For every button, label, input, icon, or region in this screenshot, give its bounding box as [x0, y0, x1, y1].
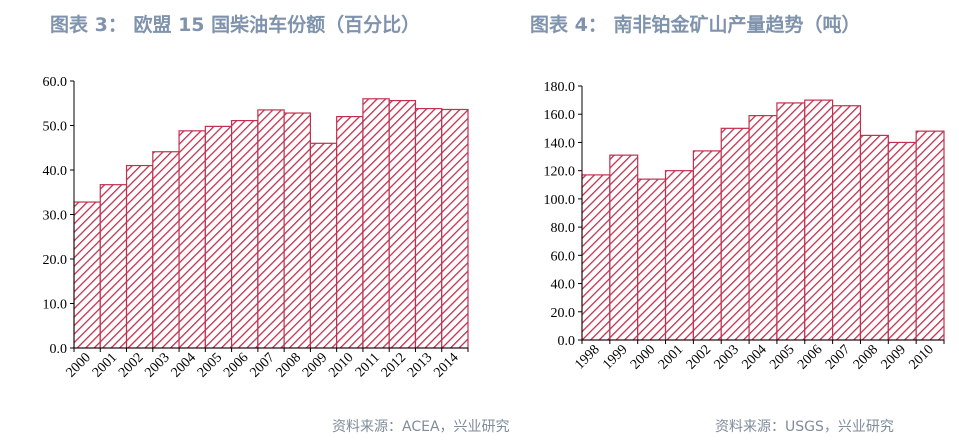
x-tick-label: 2004 — [169, 350, 199, 380]
chart-title: 图表 3： 欧盟 15 国柴油车份额（百分比） — [50, 14, 421, 36]
bar-2001 — [99, 184, 128, 349]
x-tick-label: 2005 — [767, 342, 797, 372]
bar-2005 — [776, 102, 806, 341]
x-tick-label: 2007 — [247, 350, 277, 380]
x-tick-label: 2013 — [405, 350, 435, 380]
bar-2007 — [257, 109, 285, 349]
x-tick-label: 2012 — [379, 350, 409, 380]
bar-2009 — [887, 141, 917, 341]
y-tick-label: 0.0 — [558, 334, 576, 349]
x-tick-label: 2002 — [116, 350, 146, 380]
x-tick-label: 2009 — [879, 342, 909, 372]
y-tick-label: 50.0 — [43, 120, 68, 135]
bar-2004 — [748, 115, 778, 341]
bar-2002 — [125, 164, 154, 349]
bar-2006 — [804, 99, 834, 341]
y-tick-label: 0.0 — [50, 342, 68, 357]
bar-2013 — [414, 107, 443, 349]
y-tick-label: 100.0 — [544, 193, 576, 208]
chart-panel-left: 图表 3： 欧盟 15 国柴油车份额（百分比） 0.0 10.0 20.0 30.0 4… — [43, 14, 510, 435]
y-tick-label: 40.0 — [43, 164, 68, 179]
x-tick-label: 2000 — [64, 350, 94, 380]
x-tick-label: 2008 — [274, 350, 304, 380]
bar-2005 — [204, 125, 233, 349]
x-tick-label: 1999 — [600, 342, 630, 372]
bar-2010 — [336, 115, 364, 349]
bar-2007 — [832, 105, 862, 341]
x-tick-label: 2005 — [195, 350, 225, 380]
x-tick-label: 2002 — [684, 342, 714, 372]
bar-1999 — [609, 154, 639, 341]
chart-title: 图表 4： 南非铂金矿山产量趋势（吨） — [530, 14, 861, 36]
bar-2014 — [441, 108, 469, 349]
chart-panel-right: 图表 4： 南非铂金矿山产量趋势（吨） 0.0 20.0 40.0 60.0 80.0 1… — [480, 0, 959, 443]
y-tick-label: 120.0 — [544, 165, 576, 180]
diesel-share-bar-chart: 0.010.020.030.040.050.060.02000200120022… — [43, 75, 469, 381]
bar-2009 — [309, 142, 338, 349]
x-tick-label: 2007 — [823, 342, 853, 372]
y-tick-label: 60.0 — [43, 75, 68, 90]
bar-2004 — [178, 130, 206, 349]
y-tick-label: 60.0 — [551, 249, 576, 264]
bar-2006 — [231, 120, 259, 349]
x-tick-label: 2010 — [326, 350, 356, 380]
bar-2001 — [664, 170, 694, 341]
x-tick-label: 2010 — [906, 342, 936, 372]
bar-1998 — [581, 174, 611, 341]
x-tick-label: 2006 — [795, 342, 825, 372]
x-tick-label: 2008 — [851, 342, 881, 372]
x-tick-label: 2003 — [142, 350, 172, 380]
y-tick-label: 180.0 — [544, 80, 576, 95]
chart-source: 资料来源：ACEA，兴业研究 — [332, 419, 510, 435]
bar-2003 — [720, 127, 750, 341]
x-tick-label: 2011 — [353, 350, 383, 380]
x-tick-label: 1998 — [572, 342, 602, 372]
y-tick-label: 30.0 — [43, 209, 68, 224]
bar-2003 — [152, 151, 180, 349]
y-tick-label: 20.0 — [43, 253, 68, 268]
bar-2002 — [692, 150, 722, 341]
y-tick-label: 10.0 — [43, 298, 68, 313]
x-tick-label: 2000 — [628, 342, 658, 372]
x-tick-label: 2001 — [90, 350, 120, 380]
platinum-output-bar-chart: 0.0 20.0 40.0 60.0 80.0 100.0 120.0 140.0 160.0 1… — [544, 80, 945, 373]
y-tick-label: 80.0 — [551, 221, 576, 236]
y-tick-label: 20.0 — [551, 306, 576, 321]
bar-2010 — [915, 130, 945, 341]
bar-2000 — [73, 201, 101, 349]
y-tick-label: 140.0 — [544, 136, 576, 151]
x-tick-label: 2003 — [712, 342, 742, 372]
x-tick-label: 2001 — [656, 342, 686, 372]
bar-2008 — [859, 134, 889, 341]
chart-source: 资料来源：USGS，兴业研究 — [715, 419, 894, 435]
x-tick-label: 2004 — [739, 342, 769, 372]
bar-2008 — [283, 112, 311, 349]
x-tick-label: 2006 — [221, 350, 251, 380]
bar-2012 — [388, 99, 417, 349]
y-tick-label: 160.0 — [544, 108, 576, 123]
y-tick-label: 40.0 — [551, 278, 576, 293]
bar-2000 — [637, 178, 667, 341]
bar-2011 — [362, 98, 390, 349]
x-tick-label: 2014 — [431, 350, 461, 380]
x-tick-label: 2009 — [300, 350, 330, 380]
